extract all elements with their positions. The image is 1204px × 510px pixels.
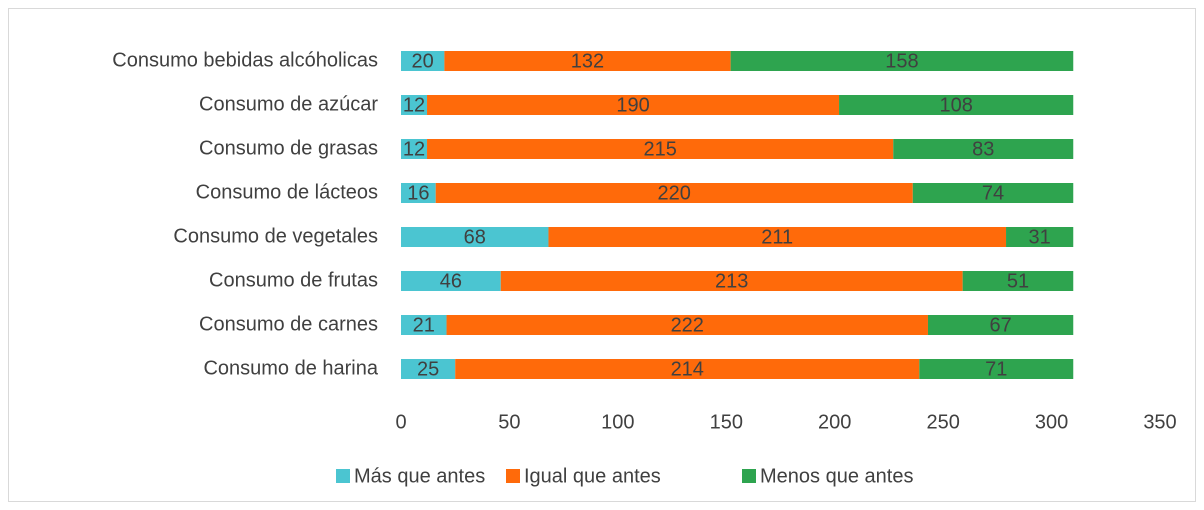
x-tick-label: 250: [926, 411, 959, 433]
x-tick-label: 200: [818, 411, 851, 433]
y-tick-label: Consumo de frutas: [209, 269, 378, 291]
bar-segment: [401, 315, 447, 335]
bar-segment: [730, 51, 1074, 71]
data-label: 71: [985, 358, 1007, 380]
bar-segment: [548, 227, 1007, 247]
data-label: 12: [403, 138, 425, 160]
data-label: 158: [885, 50, 918, 72]
data-label: 222: [671, 314, 704, 336]
bar-segment: [893, 139, 1074, 159]
data-label: 51: [1007, 270, 1029, 292]
data-label: 16: [407, 182, 429, 204]
y-tick-label: Consumo bebidas alcóholicas: [112, 49, 378, 71]
bar-segment: [401, 271, 501, 291]
x-tick-label: 0: [395, 411, 406, 433]
data-label: 67: [989, 314, 1011, 336]
x-tick-label: 50: [498, 411, 520, 433]
data-label: 220: [658, 182, 691, 204]
data-label: 74: [982, 182, 1004, 204]
x-tick-label: 300: [1035, 411, 1068, 433]
data-label: 108: [939, 94, 972, 116]
bar-segment: [435, 183, 913, 203]
bar-segment: [962, 271, 1074, 291]
y-tick-label: Consumo de azúcar: [199, 93, 378, 115]
data-label: 20: [412, 50, 434, 72]
x-tick-label: 100: [601, 411, 634, 433]
y-tick-label: Consumo de grasas: [199, 137, 378, 159]
data-label: 215: [643, 138, 676, 160]
bar-segment: [401, 139, 428, 159]
bar-segment: [401, 95, 428, 115]
legend-label: Igual que antes: [524, 465, 661, 487]
bar-segment: [444, 51, 731, 71]
bar-segment: [927, 315, 1074, 335]
data-label: 68: [464, 226, 486, 248]
data-label: 25: [417, 358, 439, 380]
data-label: 31: [1029, 226, 1051, 248]
bar-segment: [1006, 227, 1074, 247]
bar-segment: [401, 227, 549, 247]
data-label: 213: [715, 270, 748, 292]
y-tick-label: Consumo de harina: [203, 357, 378, 379]
y-tick-label: Consumo de carnes: [199, 313, 378, 335]
chart-border: [8, 8, 1196, 502]
y-tick-label: Consumo de vegetales: [173, 225, 378, 247]
data-label: 83: [972, 138, 994, 160]
bar-segment: [427, 95, 840, 115]
x-tick-label: 350: [1143, 411, 1176, 433]
bar-segment: [427, 139, 894, 159]
data-label: 214: [671, 358, 704, 380]
bar-segment: [455, 359, 920, 379]
data-label: 132: [571, 50, 604, 72]
data-label: 12: [403, 94, 425, 116]
bar-segment: [401, 51, 445, 71]
bar-segment: [446, 315, 928, 335]
x-tick-label: 150: [710, 411, 743, 433]
y-tick-label: Consumo de lácteos: [196, 181, 378, 203]
legend-label: Más que antes: [354, 465, 485, 487]
legend-label: Menos que antes: [760, 465, 913, 487]
data-label: 46: [440, 270, 462, 292]
bar-segment: [401, 359, 456, 379]
data-label: 211: [761, 226, 793, 248]
legend-swatch: [742, 469, 756, 483]
bar-segment: [500, 271, 963, 291]
legend-swatch: [336, 469, 350, 483]
data-label: 190: [616, 94, 649, 116]
bar-segment: [839, 95, 1074, 115]
bar-segment: [912, 183, 1074, 203]
bar-segment: [919, 359, 1074, 379]
legend-swatch: [506, 469, 520, 483]
bar-segment: [401, 183, 436, 203]
data-label: 21: [413, 314, 435, 336]
